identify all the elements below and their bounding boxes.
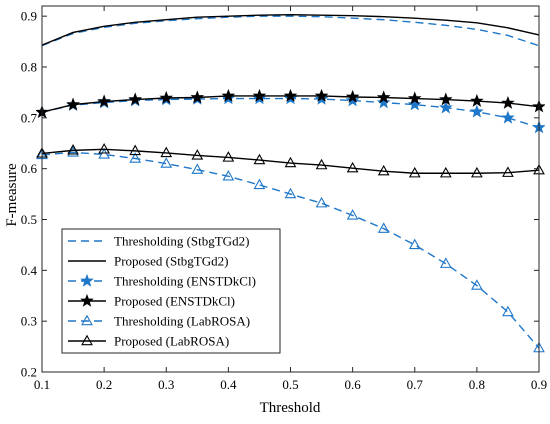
legend-box xyxy=(61,228,281,354)
data-point-s5-6 xyxy=(191,163,204,174)
data-point-s6-2 xyxy=(67,144,79,155)
y-tick-label-4: 0.5 xyxy=(21,212,37,227)
legend-item-5: Thresholding (LabROSA) xyxy=(68,314,250,329)
data-point-s6-16 xyxy=(502,166,514,177)
data-point-s4-10 xyxy=(314,88,329,102)
y-tick-label-3: 0.4 xyxy=(21,263,38,278)
data-point-s4-13 xyxy=(407,91,422,105)
data-point-s6-13 xyxy=(408,166,421,178)
data-point-s4-15 xyxy=(470,93,484,107)
legend-item-6: Proposed (LabROSA) xyxy=(68,334,229,349)
data-point-s5-10 xyxy=(315,196,328,208)
series-line-5 xyxy=(41,151,540,349)
data-point-s3-15 xyxy=(470,104,484,118)
data-point-s6-14 xyxy=(439,166,452,178)
data-point-s5-5 xyxy=(160,157,173,168)
data-point-s5-13 xyxy=(408,238,421,250)
data-point-s4-14 xyxy=(439,92,453,106)
data-point-s6-11 xyxy=(346,161,359,173)
y-tick-label-7: 0.8 xyxy=(21,60,37,75)
legend-item-3: Thresholding (ENSTDkCl) xyxy=(68,274,256,289)
axes-layer: 0.1 0.2 0.3 0.4 0.5 0.6 0.7 0.8 0.90.20.30.40.50… xyxy=(21,5,547,392)
data-point-s4-12 xyxy=(376,90,391,104)
data-point-s6-6 xyxy=(191,149,204,160)
y-tick-label-6: 0.7 xyxy=(21,110,38,125)
x-tick-label-1: 0.1 xyxy=(34,377,50,392)
legend-item-1: Thresholding (StbgTGd2) xyxy=(68,234,249,249)
legend: Thresholding (StbgTGd2) Proposed (StbgTGd… xyxy=(61,228,281,354)
data-point-s3-12 xyxy=(376,95,391,109)
data-point-s4-5 xyxy=(159,90,174,104)
data-point-s4-2 xyxy=(66,97,80,111)
legend-item-4: Proposed (ENSTDkCl) xyxy=(68,294,235,309)
x-tick-label-7: 0.7 xyxy=(407,377,424,392)
data-point-s5-3 xyxy=(98,148,111,159)
x-tick-label-8: 0.8 xyxy=(469,377,485,392)
data-point-s5-14 xyxy=(439,257,452,268)
data-point-s4-6 xyxy=(190,90,205,104)
x-tick-label-5: 0.5 xyxy=(282,377,298,392)
legend-label-6: Proposed (LabROSA) xyxy=(114,334,229,349)
series-line-1 xyxy=(41,15,540,47)
legend-marker-5 xyxy=(81,314,93,326)
x-tick-label-3: 0.3 xyxy=(158,377,174,392)
data-point-s5-11 xyxy=(346,209,359,220)
series-2 xyxy=(41,13,540,46)
legend-marker-3 xyxy=(80,273,94,287)
data-point-s3-13 xyxy=(407,97,422,111)
series-line-2 xyxy=(41,13,540,46)
data-point-s4-16 xyxy=(501,95,515,109)
data-point-s4-3 xyxy=(97,94,111,108)
data-point-s5-12 xyxy=(377,222,390,233)
data-point-s4-7 xyxy=(221,88,236,102)
legend-label-4: Proposed (ENSTDkCl) xyxy=(114,294,235,309)
data-point-s5-8 xyxy=(253,178,266,190)
data-point-s6-15 xyxy=(470,166,483,178)
data-point-s4-9 xyxy=(283,88,298,102)
data-point-s4-4 xyxy=(128,92,142,106)
data-point-s4-11 xyxy=(345,89,360,103)
legend-marker-4 xyxy=(80,293,94,307)
x-tick-label-4: 0.4 xyxy=(220,377,237,392)
data-point-s5-7 xyxy=(222,169,235,181)
data-point-s6-10 xyxy=(315,158,328,170)
x-tick-label-2: 0.2 xyxy=(96,377,112,392)
legend-label-5: Thresholding (LabROSA) xyxy=(114,314,250,329)
data-point-s6-12 xyxy=(377,164,390,176)
data-point-s6-7 xyxy=(222,151,235,162)
y-tick-label-2: 0.3 xyxy=(21,314,37,329)
x-axis-label: Threshold xyxy=(260,400,321,416)
series-line-6 xyxy=(41,148,540,174)
data-point-s3-14 xyxy=(439,100,453,114)
series-5 xyxy=(36,146,545,353)
data-point-s6-5 xyxy=(160,146,173,158)
data-point-s5-16 xyxy=(502,305,514,317)
legend-label-1: Thresholding (StbgTGd2) xyxy=(114,234,249,249)
data-point-s5-4 xyxy=(129,152,142,163)
legend-label-2: Proposed (StbgTGd2) xyxy=(114,254,228,269)
legend-label-3: Thresholding (ENSTDkCl) xyxy=(114,274,256,289)
data-point-s5-15 xyxy=(470,279,483,290)
data-point-s6-8 xyxy=(253,153,266,165)
series-layer xyxy=(36,13,545,353)
data-point-s5-2 xyxy=(67,146,79,157)
data-point-s6-3 xyxy=(98,143,111,154)
data-point-s4-8 xyxy=(252,88,267,102)
data-point-s6-9 xyxy=(284,156,297,168)
legend-item-2: Proposed (StbgTGd2) xyxy=(68,254,228,269)
legend-marker-6 xyxy=(81,334,93,346)
y-tick-label-8: 0.9 xyxy=(21,9,37,24)
data-point-s6-4 xyxy=(129,144,142,156)
data-point-s3-16 xyxy=(501,110,515,124)
y-tick-label-5: 0.6 xyxy=(21,161,38,176)
data-point-s5-9 xyxy=(284,187,297,199)
x-tick-label-6: 0.6 xyxy=(345,377,362,392)
y-tick-label-1: 0.2 xyxy=(21,365,37,380)
y-axis-label: F-measure xyxy=(4,163,20,227)
x-tick-label-9: 0.9 xyxy=(531,377,547,392)
series-4 xyxy=(36,88,545,119)
series-1 xyxy=(41,15,540,47)
